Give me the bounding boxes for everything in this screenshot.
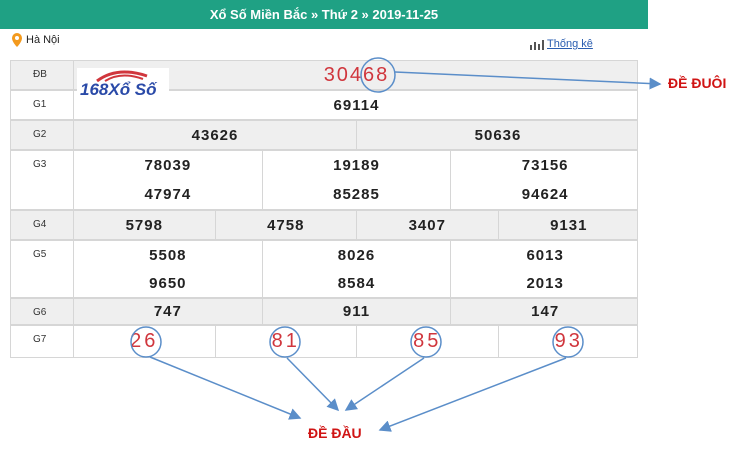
row-label: G6 bbox=[33, 307, 47, 318]
location: Hà Nội bbox=[12, 33, 60, 47]
prize-number: 9650 bbox=[73, 269, 262, 297]
prize-number: 8584 bbox=[261, 269, 451, 297]
prize-number: 26 bbox=[73, 326, 215, 357]
prize-number: 73156 bbox=[450, 151, 639, 180]
row-label: G1 bbox=[33, 99, 47, 110]
annotation-head: ĐỀ ĐẦU bbox=[308, 425, 362, 441]
prize-number: 4758 bbox=[214, 211, 357, 239]
row-label: G5 bbox=[33, 249, 47, 260]
prize-number: 5798 bbox=[73, 211, 215, 239]
row-label: G4 bbox=[33, 219, 47, 230]
prize-number: 911 bbox=[261, 299, 451, 324]
arrow bbox=[378, 357, 567, 432]
table-row: G7 26 81 85 93 bbox=[10, 325, 638, 358]
highlight-circle bbox=[360, 57, 396, 93]
highlight-circle bbox=[269, 326, 301, 358]
prize-number: 69114 bbox=[73, 91, 639, 119]
prize-number: 93 bbox=[497, 326, 640, 357]
stats-text[interactable]: Thống kê bbox=[547, 38, 593, 50]
prize-number: 5508 bbox=[73, 241, 262, 269]
highlight-circle bbox=[552, 326, 584, 358]
prize-number: 3407 bbox=[356, 211, 498, 239]
logo: 168Xổ Số bbox=[77, 68, 169, 110]
row-label: G3 bbox=[33, 159, 47, 170]
prize-number: 43626 bbox=[73, 121, 356, 149]
table-row: G2 43626 50636 bbox=[10, 120, 638, 150]
prize-number: 47974 bbox=[73, 180, 262, 209]
prize-number: 19189 bbox=[261, 151, 451, 180]
prize-number: 147 bbox=[450, 299, 639, 324]
row-label: G7 bbox=[33, 334, 47, 345]
header-title: Xổ Số Miền Bắc » Thứ 2 » 2019-11-25 bbox=[209, 7, 439, 22]
table-row: G3 78039 19189 73156 47974 85285 94624 bbox=[10, 150, 638, 210]
prize-number: 50636 bbox=[356, 121, 639, 149]
arrow bbox=[149, 356, 302, 420]
prize-number: 8026 bbox=[261, 241, 451, 269]
logo-text: 168Xổ Số bbox=[80, 80, 157, 99]
row-label: G2 bbox=[33, 129, 47, 140]
prize-number: 30468 bbox=[73, 61, 639, 89]
prize-number: 78039 bbox=[73, 151, 262, 180]
table-row: G5 5508 8026 6013 9650 8584 2013 bbox=[10, 240, 638, 298]
arrow bbox=[286, 357, 340, 412]
logo-swoosh bbox=[96, 70, 148, 82]
chart-icon bbox=[530, 39, 544, 50]
prize-number: 2013 bbox=[450, 269, 639, 297]
table-row: G4 5798 4758 3407 9131 bbox=[10, 210, 638, 240]
arrow bbox=[394, 71, 662, 90]
prize-number: 81 bbox=[214, 326, 357, 357]
stats-link[interactable]: Thống kê bbox=[530, 38, 593, 50]
prize-number: 6013 bbox=[450, 241, 639, 269]
prize-number: 85285 bbox=[261, 180, 451, 209]
prize-number: 9131 bbox=[497, 211, 640, 239]
prize-number: 747 bbox=[73, 299, 262, 324]
annotation-tail: ĐỀ ĐUÔI bbox=[668, 75, 727, 91]
header-bar: Xổ Số Miền Bắc » Thứ 2 » 2019-11-25 bbox=[0, 0, 648, 29]
arrow bbox=[344, 357, 425, 411]
pin-icon bbox=[12, 33, 22, 47]
row-label: ĐB bbox=[33, 69, 47, 80]
highlight-circle bbox=[410, 326, 442, 358]
highlight-circle bbox=[130, 326, 162, 358]
table-row: G1 69114 bbox=[10, 90, 638, 120]
location-text: Hà Nội bbox=[26, 34, 60, 46]
prize-number: 94624 bbox=[450, 180, 639, 209]
table-row: G6 747 911 147 bbox=[10, 298, 638, 325]
prize-number: 85 bbox=[356, 326, 498, 357]
